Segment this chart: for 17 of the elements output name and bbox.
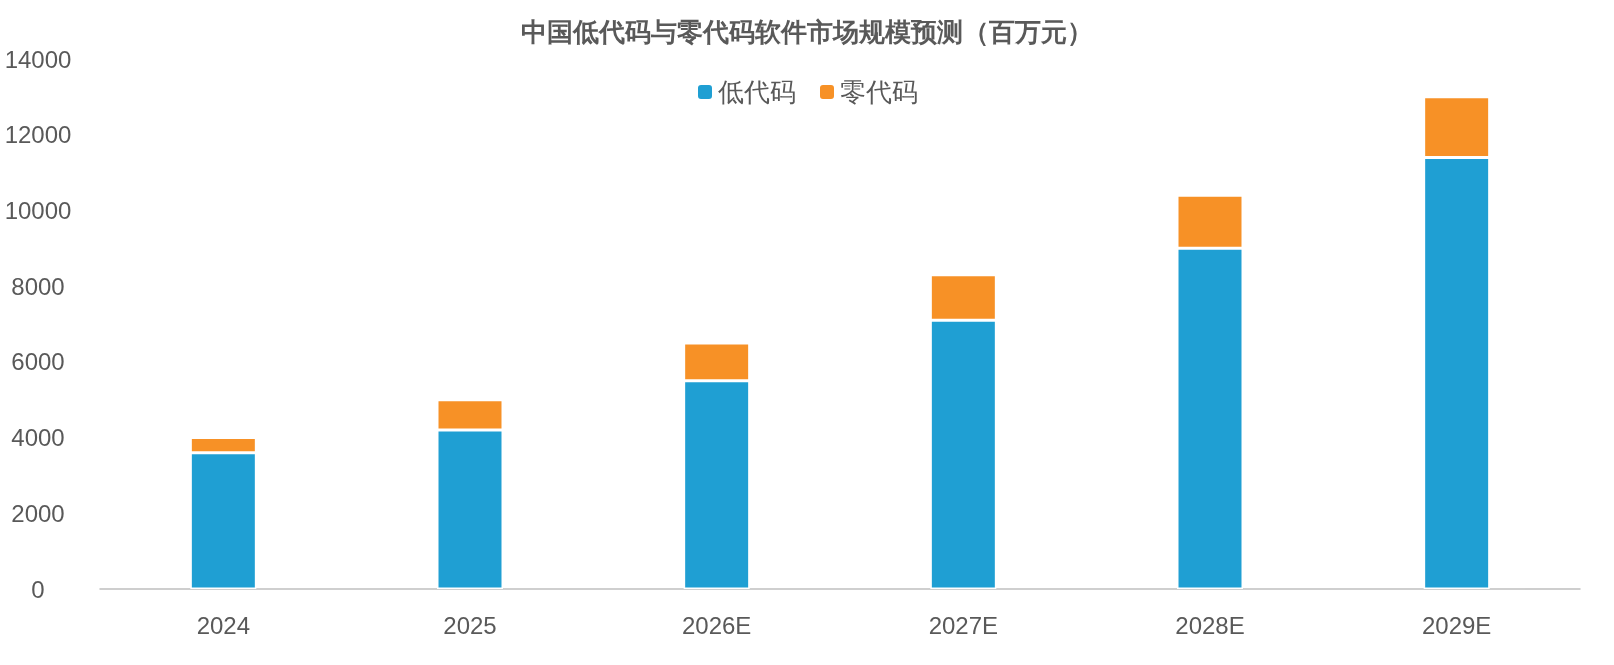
legend-label: 低代码 bbox=[718, 77, 796, 107]
y-tick-label: 4000 bbox=[11, 424, 65, 452]
x-tick-label: 2025 bbox=[443, 611, 497, 639]
y-tick-label: 8000 bbox=[11, 272, 65, 300]
x-tick-label: 2024 bbox=[196, 611, 251, 639]
chart-title: 中国低代码与零代码软件市场规模预测（百万元） bbox=[521, 17, 1093, 47]
x-tick-label: 2028E bbox=[1175, 611, 1245, 639]
legend-label: 零代码 bbox=[840, 77, 918, 107]
x-tick-label: 2027E bbox=[928, 611, 999, 639]
y-tick-label: 12000 bbox=[4, 121, 72, 149]
x-tick-label: 2026E bbox=[681, 611, 752, 639]
y-tick-label: 2000 bbox=[11, 499, 65, 527]
y-tick-label: 0 bbox=[31, 575, 45, 603]
x-tick-label: 2029E bbox=[1421, 611, 1492, 639]
y-tick-label: 6000 bbox=[11, 348, 65, 376]
y-tick-label: 10000 bbox=[4, 196, 72, 224]
y-tick-label: 14000 bbox=[4, 45, 72, 73]
